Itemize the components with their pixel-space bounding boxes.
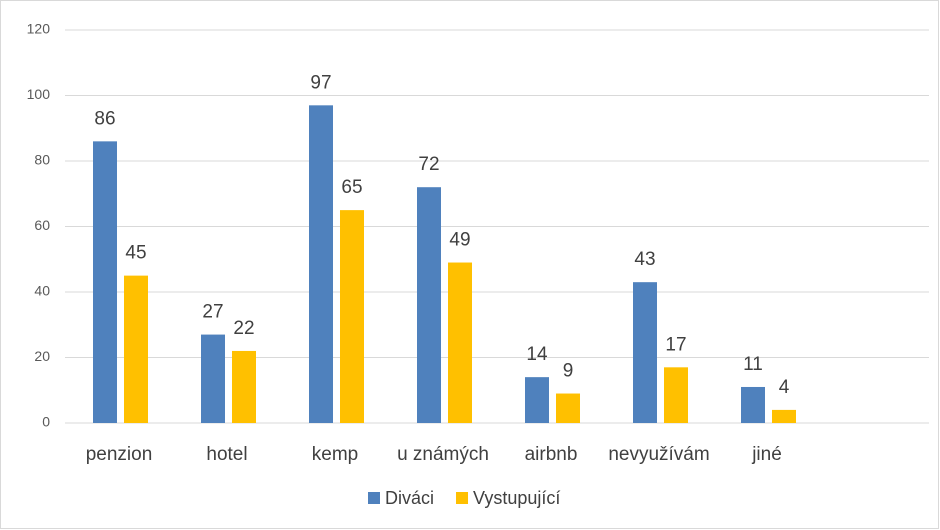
data-label: 65 [341, 177, 362, 198]
legend-swatch [456, 492, 469, 504]
data-label: 72 [418, 154, 439, 175]
bar [772, 409, 796, 423]
bar [340, 210, 364, 423]
bar [309, 105, 333, 423]
y-tick-label: 0 [42, 414, 50, 430]
legend-label: Vystupující [473, 488, 560, 508]
y-tick-label: 80 [34, 152, 50, 168]
y-tick-label: 60 [34, 217, 50, 233]
x-tick-label: kemp [312, 444, 358, 465]
data-label: 11 [743, 354, 763, 375]
data-label: 86 [94, 108, 115, 129]
bar [232, 350, 256, 423]
bar [201, 334, 225, 423]
data-label: 14 [526, 344, 548, 365]
bar [93, 141, 117, 423]
bar [633, 282, 657, 423]
bar [664, 367, 688, 423]
bar [556, 393, 580, 423]
y-tick-label: 120 [27, 21, 51, 37]
data-label: 27 [202, 302, 223, 323]
bar [448, 262, 472, 423]
y-tick-label: 40 [34, 283, 50, 299]
x-tick-label: nevyužívám [608, 444, 709, 465]
legend-label: Diváci [385, 488, 434, 508]
data-label: 45 [125, 243, 146, 264]
bar [525, 377, 549, 423]
data-label: 17 [665, 334, 686, 355]
x-tick-label: penzion [86, 444, 153, 465]
x-tick-label: u známých [397, 444, 489, 465]
bar [124, 275, 148, 423]
data-label: 4 [779, 377, 790, 398]
data-label: 9 [563, 361, 574, 382]
bar [741, 386, 765, 423]
bar [417, 187, 441, 423]
data-label: 97 [310, 72, 331, 93]
y-tick-label: 100 [27, 86, 51, 102]
x-tick-label: jiné [751, 444, 782, 465]
data-label: 22 [233, 318, 254, 339]
legend-swatch [368, 492, 380, 504]
data-label: 49 [449, 230, 470, 251]
y-tick-label: 20 [34, 348, 50, 364]
x-tick-label: hotel [206, 444, 247, 465]
data-label: 43 [634, 249, 655, 270]
x-tick-label: airbnb [525, 444, 578, 465]
